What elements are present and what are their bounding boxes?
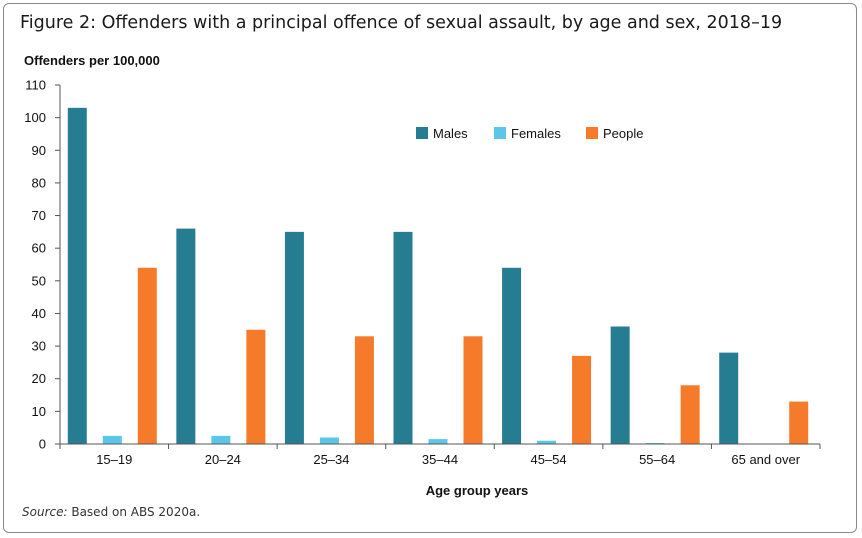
x-tick-label: 35–44	[422, 452, 458, 467]
bar-people-5	[572, 355, 592, 444]
legend-swatch-males	[416, 127, 428, 139]
bar-males-2	[176, 228, 196, 444]
legend-label-females: Females	[511, 126, 561, 141]
bar-females-3	[319, 437, 339, 444]
x-tick-label: 20–24	[205, 452, 241, 467]
y-tick-label: 110	[25, 78, 46, 93]
legend-label-males: Males	[433, 126, 468, 141]
bar-males-4	[393, 231, 413, 444]
source-label: Source:	[22, 505, 68, 519]
legend-label-people: People	[603, 126, 643, 141]
x-tick-label: 65 and over	[731, 452, 800, 467]
y-tick-label: 20	[32, 371, 46, 386]
y-tick-label: 40	[32, 306, 46, 321]
y-tick-label: 60	[32, 241, 46, 256]
bar-people-4	[463, 336, 483, 444]
x-tick-label: 55–64	[639, 452, 675, 467]
bar-males-6	[610, 326, 630, 444]
y-tick-label: 0	[39, 437, 46, 452]
y-axis-title: Offenders per 100,000	[24, 53, 160, 68]
bar-males-7	[719, 352, 739, 444]
legend: Males Females People	[416, 126, 643, 141]
source-text: Based on ABS 2020a.	[67, 505, 201, 519]
y-tick-label: 30	[32, 339, 46, 354]
source-note: Source: Based on ABS 2020a.	[22, 505, 200, 519]
bar-people-7	[789, 401, 809, 444]
legend-swatch-females	[494, 127, 506, 139]
x-tick-label: 45–54	[530, 452, 566, 467]
bar-people-6	[680, 385, 700, 444]
x-tick-label: 15–19	[96, 452, 132, 467]
bar-females-1	[102, 435, 122, 444]
axes	[59, 85, 820, 445]
bar-people-2	[246, 329, 266, 444]
bar-males-5	[502, 267, 522, 444]
y-tick-label: 50	[32, 273, 46, 288]
bar-people-1	[137, 267, 157, 444]
y-tick-label: 100	[24, 110, 46, 125]
bar-females-4	[428, 439, 448, 444]
bar-females-5	[537, 440, 557, 444]
bar-males-1	[67, 107, 87, 444]
x-axis-ticks: 15–19 20–24 25–34 35–44 45–54 55–64 65 and ove…	[59, 444, 821, 467]
bar-females-2	[211, 435, 231, 444]
x-tick-label: 25–34	[313, 452, 349, 467]
bar-males-3	[284, 231, 304, 444]
bars	[67, 107, 809, 444]
y-tick-label: 10	[32, 404, 46, 419]
y-tick-label: 80	[32, 175, 46, 190]
y-axis-ticks: 0 10 20 30 40 50 60 70 80 90 100 110	[24, 78, 60, 452]
y-tick-label: 70	[32, 208, 46, 223]
bar-people-3	[354, 336, 374, 444]
legend-swatch-people	[586, 127, 598, 139]
x-axis-title: Age group years	[426, 483, 529, 498]
y-tick-label: 90	[32, 143, 46, 158]
figure-title: Figure 2: Offenders with a principal off…	[20, 13, 783, 33]
